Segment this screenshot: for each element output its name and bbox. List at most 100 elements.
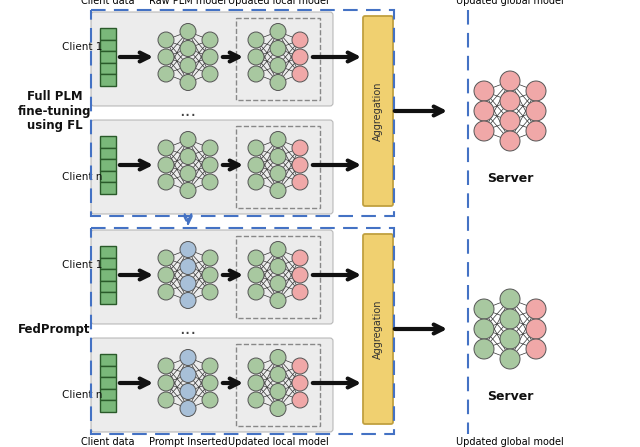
- Text: Full PLM
fine-tuning
using FL: Full PLM fine-tuning using FL: [18, 89, 92, 132]
- Circle shape: [158, 358, 174, 374]
- Circle shape: [158, 392, 174, 408]
- Circle shape: [202, 140, 218, 156]
- Circle shape: [270, 384, 286, 400]
- Circle shape: [270, 401, 286, 417]
- Circle shape: [292, 32, 308, 48]
- Circle shape: [158, 140, 174, 156]
- Circle shape: [292, 174, 308, 190]
- Circle shape: [180, 384, 196, 400]
- Bar: [100, 389, 116, 401]
- Circle shape: [158, 174, 174, 190]
- Circle shape: [270, 367, 286, 383]
- Circle shape: [202, 358, 218, 374]
- Circle shape: [500, 71, 520, 91]
- Circle shape: [202, 49, 218, 65]
- Circle shape: [248, 157, 264, 173]
- Bar: [100, 401, 116, 412]
- Bar: [236, 344, 320, 426]
- Bar: [100, 51, 116, 63]
- Circle shape: [202, 32, 218, 48]
- Circle shape: [292, 140, 308, 156]
- Circle shape: [158, 49, 174, 65]
- Bar: [91, 228, 394, 434]
- Bar: [100, 148, 116, 159]
- Text: Client data: Client data: [81, 0, 135, 6]
- Circle shape: [270, 24, 286, 39]
- Circle shape: [270, 350, 286, 366]
- Circle shape: [500, 349, 520, 369]
- Bar: [236, 18, 320, 100]
- Circle shape: [180, 24, 196, 39]
- Circle shape: [500, 289, 520, 309]
- Bar: [100, 366, 116, 377]
- Circle shape: [474, 101, 494, 121]
- Circle shape: [270, 58, 286, 73]
- Circle shape: [292, 267, 308, 283]
- Circle shape: [292, 375, 308, 391]
- Circle shape: [180, 367, 196, 383]
- Circle shape: [270, 75, 286, 90]
- FancyBboxPatch shape: [91, 230, 333, 324]
- Bar: [100, 292, 116, 304]
- Circle shape: [180, 182, 196, 198]
- Bar: [236, 236, 320, 318]
- Circle shape: [292, 392, 308, 408]
- Circle shape: [180, 275, 196, 291]
- Circle shape: [500, 309, 520, 329]
- Circle shape: [500, 91, 520, 111]
- Circle shape: [180, 350, 196, 366]
- Circle shape: [202, 392, 218, 408]
- Text: ...: ...: [179, 102, 196, 120]
- Circle shape: [526, 101, 546, 121]
- Text: Server: Server: [487, 391, 533, 404]
- Text: Client 1: Client 1: [62, 260, 102, 270]
- Bar: [100, 354, 116, 366]
- Circle shape: [248, 284, 264, 300]
- Circle shape: [180, 148, 196, 164]
- Circle shape: [158, 157, 174, 173]
- Text: Updated local model
(Only prompt updated): Updated local model (Only prompt updated…: [222, 437, 334, 447]
- Text: Prompt Inserted
PLM model: Prompt Inserted PLM model: [148, 437, 227, 447]
- Bar: [100, 63, 116, 74]
- Circle shape: [180, 41, 196, 56]
- Bar: [100, 281, 116, 292]
- Circle shape: [180, 131, 196, 148]
- Text: Updated global model
(Only prompt shared and updated): Updated global model (Only prompt shared…: [425, 437, 595, 447]
- Circle shape: [202, 250, 218, 266]
- Circle shape: [180, 258, 196, 274]
- Bar: [100, 159, 116, 171]
- Circle shape: [292, 157, 308, 173]
- Circle shape: [248, 140, 264, 156]
- Circle shape: [158, 250, 174, 266]
- Circle shape: [248, 358, 264, 374]
- Circle shape: [526, 339, 546, 359]
- Circle shape: [292, 49, 308, 65]
- Text: Raw PLM model: Raw PLM model: [149, 0, 227, 6]
- Circle shape: [270, 182, 286, 198]
- Circle shape: [248, 49, 264, 65]
- Circle shape: [248, 66, 264, 82]
- Circle shape: [474, 319, 494, 339]
- Circle shape: [292, 358, 308, 374]
- Circle shape: [270, 131, 286, 148]
- Bar: [100, 377, 116, 389]
- Bar: [100, 257, 116, 269]
- Text: ...: ...: [179, 320, 196, 338]
- Circle shape: [248, 250, 264, 266]
- Bar: [236, 126, 320, 208]
- Bar: [100, 182, 116, 194]
- Circle shape: [500, 329, 520, 349]
- Circle shape: [270, 292, 286, 308]
- Circle shape: [270, 258, 286, 274]
- Text: Client n: Client n: [62, 172, 102, 182]
- Circle shape: [158, 375, 174, 391]
- Circle shape: [202, 375, 218, 391]
- Circle shape: [248, 32, 264, 48]
- Circle shape: [474, 121, 494, 141]
- Text: Client n: Client n: [62, 390, 102, 400]
- Circle shape: [158, 267, 174, 283]
- Text: Server: Server: [487, 173, 533, 186]
- Circle shape: [202, 157, 218, 173]
- Circle shape: [270, 148, 286, 164]
- FancyBboxPatch shape: [91, 120, 333, 214]
